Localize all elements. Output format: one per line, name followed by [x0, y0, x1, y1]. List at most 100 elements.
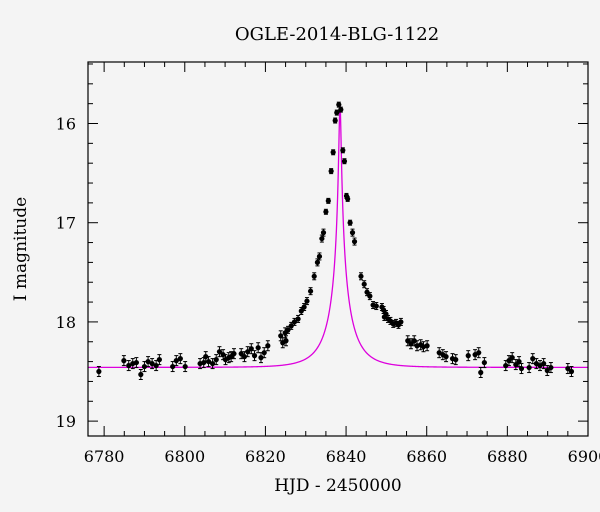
- x-tick-label: 6820: [245, 447, 286, 466]
- data-point: [278, 333, 284, 339]
- data-point: [541, 360, 547, 367]
- data-point: [96, 368, 102, 375]
- chart-title: OGLE-2014-BLG-1122: [235, 24, 439, 45]
- data-point: [126, 362, 132, 369]
- data-point: [338, 107, 344, 113]
- y-tick-label: 16: [56, 115, 76, 134]
- data-point: [398, 319, 404, 325]
- data-point: [255, 345, 261, 351]
- x-tick-label: 6800: [164, 447, 205, 466]
- data-point: [285, 327, 291, 333]
- data-point: [518, 365, 525, 372]
- data-point: [548, 364, 554, 371]
- data-point: [367, 293, 373, 299]
- data-point: [328, 168, 334, 174]
- data-point: [340, 147, 346, 153]
- data-points-group: [96, 101, 575, 380]
- data-point: [283, 338, 289, 344]
- data-point: [323, 209, 329, 215]
- data-point: [364, 289, 370, 295]
- data-point: [258, 355, 264, 361]
- data-point: [231, 351, 237, 357]
- data-point: [530, 356, 536, 362]
- data-point: [453, 357, 459, 363]
- data-point: [568, 368, 575, 375]
- data-point: [153, 362, 159, 369]
- data-point: [481, 359, 487, 366]
- data-point: [351, 238, 358, 245]
- data-point: [170, 363, 176, 370]
- y-tick-label: 17: [56, 214, 76, 233]
- data-point: [361, 281, 367, 287]
- data-point: [345, 196, 351, 202]
- data-point: [241, 354, 248, 360]
- data-point: [149, 360, 155, 367]
- data-point: [319, 235, 325, 242]
- data-point: [177, 356, 183, 362]
- data-point: [424, 343, 430, 349]
- data-point: [304, 298, 310, 304]
- data-point: [503, 362, 509, 369]
- data-point: [320, 230, 327, 236]
- data-point: [173, 358, 179, 364]
- data-point: [205, 358, 212, 365]
- data-point: [298, 308, 304, 314]
- data-point: [347, 220, 353, 226]
- data-point: [330, 149, 336, 155]
- x-tick-label: 6900: [568, 447, 600, 466]
- data-point: [220, 352, 226, 358]
- x-tick-label: 6780: [84, 447, 125, 466]
- data-point: [133, 359, 139, 366]
- data-point: [478, 369, 484, 376]
- data-point: [465, 353, 471, 359]
- data-point: [288, 323, 294, 329]
- data-point: [443, 354, 449, 360]
- data-point: [341, 158, 348, 164]
- data-point: [349, 230, 356, 236]
- data-point: [301, 304, 307, 310]
- data-point: [138, 371, 144, 378]
- y-axis-label: I magnitude: [11, 197, 31, 301]
- x-tick-label: 6880: [487, 447, 528, 466]
- x-tick-label: 6860: [406, 447, 447, 466]
- data-point: [295, 316, 301, 322]
- plot-frame: [87, 61, 589, 437]
- data-point: [325, 198, 331, 204]
- data-point: [509, 355, 515, 361]
- data-point: [380, 307, 387, 313]
- data-point: [251, 353, 258, 359]
- data-point: [373, 303, 379, 309]
- data-point: [307, 288, 314, 294]
- data-point: [156, 357, 162, 363]
- y-tick-label: 18: [56, 313, 76, 332]
- data-point: [411, 338, 417, 344]
- data-point: [182, 363, 188, 370]
- data-point: [245, 349, 251, 355]
- data-point: [334, 109, 340, 116]
- data-point: [145, 358, 151, 365]
- x-axis-label: HJD - 2450000: [274, 476, 402, 496]
- data-point: [265, 343, 271, 349]
- data-point: [526, 364, 532, 371]
- data-point: [516, 358, 522, 365]
- data-point: [358, 273, 364, 279]
- data-point: [316, 253, 323, 260]
- data-point: [213, 357, 219, 363]
- data-point: [216, 349, 223, 355]
- data-point: [261, 350, 267, 356]
- data-point: [248, 346, 254, 352]
- data-point: [121, 358, 127, 364]
- data-point: [291, 319, 298, 325]
- data-point: [141, 363, 148, 370]
- x-tick-label: 6840: [326, 447, 367, 466]
- data-point: [314, 259, 321, 265]
- y-tick-label: 19: [56, 412, 76, 431]
- data-point: [565, 365, 571, 372]
- data-point: [544, 367, 550, 374]
- data-point: [209, 360, 216, 367]
- data-point: [336, 102, 342, 108]
- data-point: [332, 117, 338, 124]
- data-point: [476, 350, 482, 356]
